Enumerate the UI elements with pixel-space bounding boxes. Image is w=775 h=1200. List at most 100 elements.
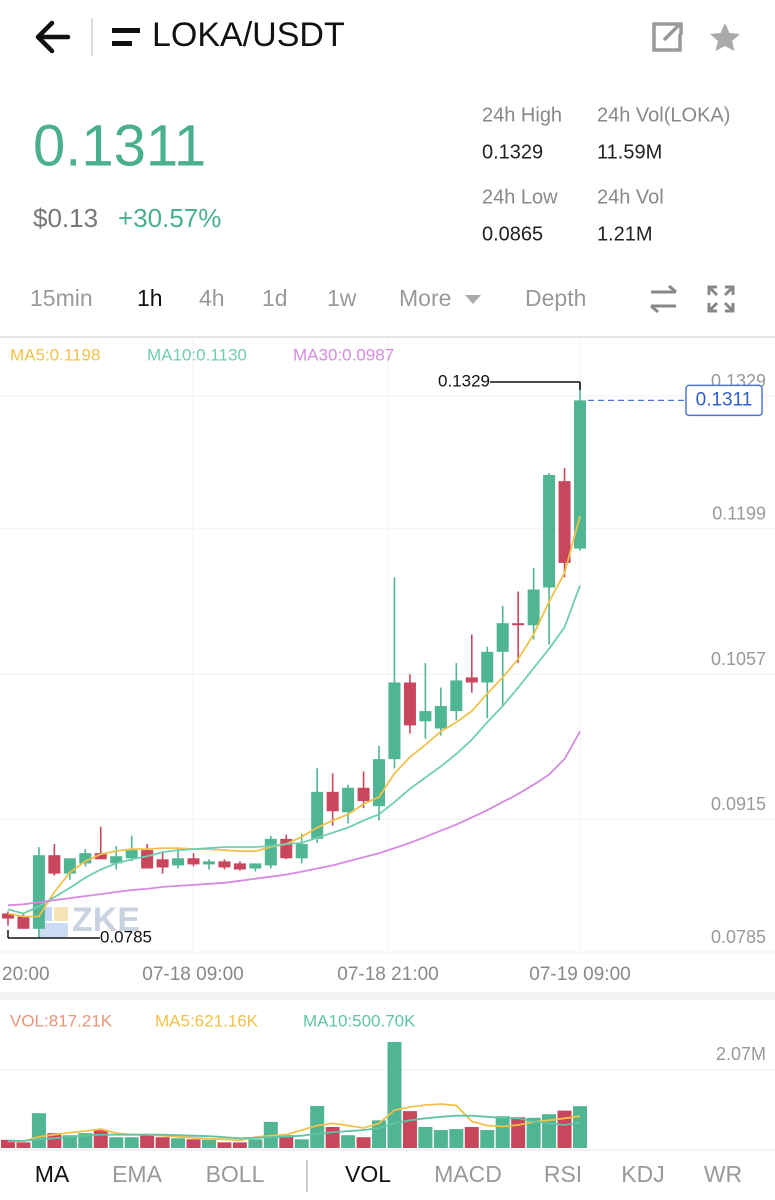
candle-body [543, 475, 556, 588]
candle-body [32, 855, 45, 929]
x-tick-label: 07-18 21:00 [337, 964, 438, 985]
stat-value: 11.59M [597, 141, 662, 163]
volume-bar [171, 1138, 186, 1148]
last-price: 0.1311 [33, 113, 206, 178]
stat-value: 0.1329 [482, 141, 543, 163]
watermark-logo [54, 907, 68, 921]
settings-button[interactable] [650, 284, 677, 314]
interval-tab[interactable]: 1d [262, 285, 288, 311]
candle-body [403, 682, 416, 726]
volume-bar [325, 1127, 340, 1148]
candle-body [187, 858, 200, 865]
x-tick-label: 20:00 [2, 964, 50, 985]
indicator-tab[interactable]: BOLL [206, 1161, 265, 1187]
interval-tab[interactable]: Depth [525, 285, 586, 311]
volume-ma-legend: MA5:621.16K [155, 1011, 259, 1030]
x-tick-label: 07-19 09:00 [529, 964, 630, 985]
candle-body [264, 838, 277, 866]
indicator-tab[interactable]: MA [35, 1161, 70, 1187]
candle-body [496, 623, 509, 652]
indicator-tab[interactable]: KDJ [621, 1161, 664, 1187]
pair-title: LOKA/USDT [152, 16, 345, 54]
candle-body [172, 858, 185, 866]
last-price-label: 0.1311 [696, 389, 753, 410]
volume-bar [418, 1127, 433, 1148]
candle-body [156, 859, 169, 868]
candle-body [2, 913, 14, 919]
candle-body [558, 481, 571, 563]
favorite-button[interactable] [710, 23, 740, 51]
y-tick-label: 0.0785 [711, 927, 766, 947]
candle-body [450, 680, 463, 712]
volume-bar [464, 1127, 479, 1148]
interval-tab[interactable]: 1w [327, 285, 357, 311]
candle-body [419, 711, 432, 722]
volume-bar [62, 1135, 77, 1148]
watermark-logo [38, 923, 68, 937]
candle-body [326, 791, 339, 812]
last-price-box [685, 384, 763, 417]
volume-bar [31, 1113, 46, 1148]
candle-body [295, 843, 308, 859]
volume-bar [201, 1139, 216, 1148]
volume-bar [526, 1117, 541, 1148]
volume-bar [511, 1117, 526, 1148]
volume-bar [140, 1135, 155, 1148]
candle-body [218, 861, 231, 868]
more-caret [465, 295, 481, 304]
indicator-tab[interactable]: VOL [345, 1161, 391, 1187]
ma-line [7, 515, 581, 918]
volume-bar [480, 1130, 495, 1148]
candle-body [527, 589, 540, 626]
volume-bar [47, 1133, 62, 1148]
watermark: ZKE [72, 901, 140, 939]
interval-tab[interactable]: 15min [30, 285, 93, 311]
volume-bar [93, 1130, 108, 1148]
volume-bar [310, 1106, 325, 1148]
stat-value: 0.0865 [482, 223, 543, 245]
volume-bar [1, 1139, 15, 1148]
ma-line [7, 731, 581, 907]
share-button[interactable] [652, 22, 683, 52]
volume-bar [557, 1110, 572, 1148]
ma-line [7, 585, 581, 915]
candle-body [125, 850, 138, 859]
volume-bar [217, 1142, 232, 1148]
candle-body [373, 759, 386, 807]
volume-ma-legend: MA10:500.70K [303, 1011, 416, 1030]
volume-bar [16, 1142, 31, 1148]
stat-label: 24h Vol [597, 186, 664, 208]
volume-bar [356, 1137, 371, 1148]
y-tick-label: 0.1199 [712, 504, 766, 524]
candle-body [48, 855, 61, 874]
fullscreen-button[interactable] [707, 285, 735, 313]
interval-tab[interactable]: 1h [137, 285, 163, 311]
interval-tab[interactable]: 4h [199, 285, 225, 311]
usd-price: $0.13 [33, 203, 98, 233]
indicator-tab[interactable]: EMA [112, 1161, 163, 1187]
max-marker-label: 0.1329 [438, 371, 490, 390]
volume-bar [232, 1142, 247, 1148]
stat-label: 24h High [482, 104, 562, 126]
ma-legend: MA5:0.1198 [10, 345, 100, 364]
candle-body [357, 787, 370, 802]
indicator-tab[interactable]: RSI [544, 1161, 582, 1187]
candle-body [481, 651, 494, 683]
volume-bar [449, 1129, 464, 1148]
indicator-tab[interactable]: MACD [434, 1161, 502, 1187]
volume-bar [78, 1133, 93, 1148]
volume-bar [433, 1130, 448, 1148]
volume-ma-line [8, 1103, 581, 1143]
interval-tab[interactable]: More [399, 285, 451, 311]
candle-body [233, 863, 246, 870]
volume-bar [387, 1042, 402, 1148]
stat-value: 1.21M [597, 223, 653, 245]
candle-body [434, 705, 447, 729]
indicator-tab[interactable]: WR [704, 1161, 742, 1187]
back-button[interactable] [35, 20, 71, 54]
volume-bar [279, 1135, 294, 1148]
volume-bar [294, 1139, 309, 1148]
volume-tick-label: 2.07M [716, 1044, 766, 1064]
volume-bar [155, 1137, 170, 1148]
